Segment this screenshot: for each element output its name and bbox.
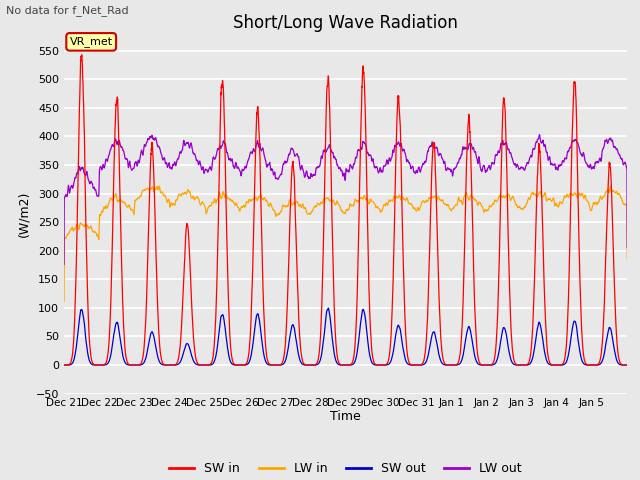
Text: VR_met: VR_met <box>70 36 113 48</box>
Y-axis label: (W/m2): (W/m2) <box>17 191 30 237</box>
Title: Short/Long Wave Radiation: Short/Long Wave Radiation <box>233 14 458 32</box>
X-axis label: Time: Time <box>330 410 361 423</box>
Legend: SW in, LW in, SW out, LW out: SW in, LW in, SW out, LW out <box>164 457 527 480</box>
Text: No data for f_Net_Rad: No data for f_Net_Rad <box>6 5 129 16</box>
